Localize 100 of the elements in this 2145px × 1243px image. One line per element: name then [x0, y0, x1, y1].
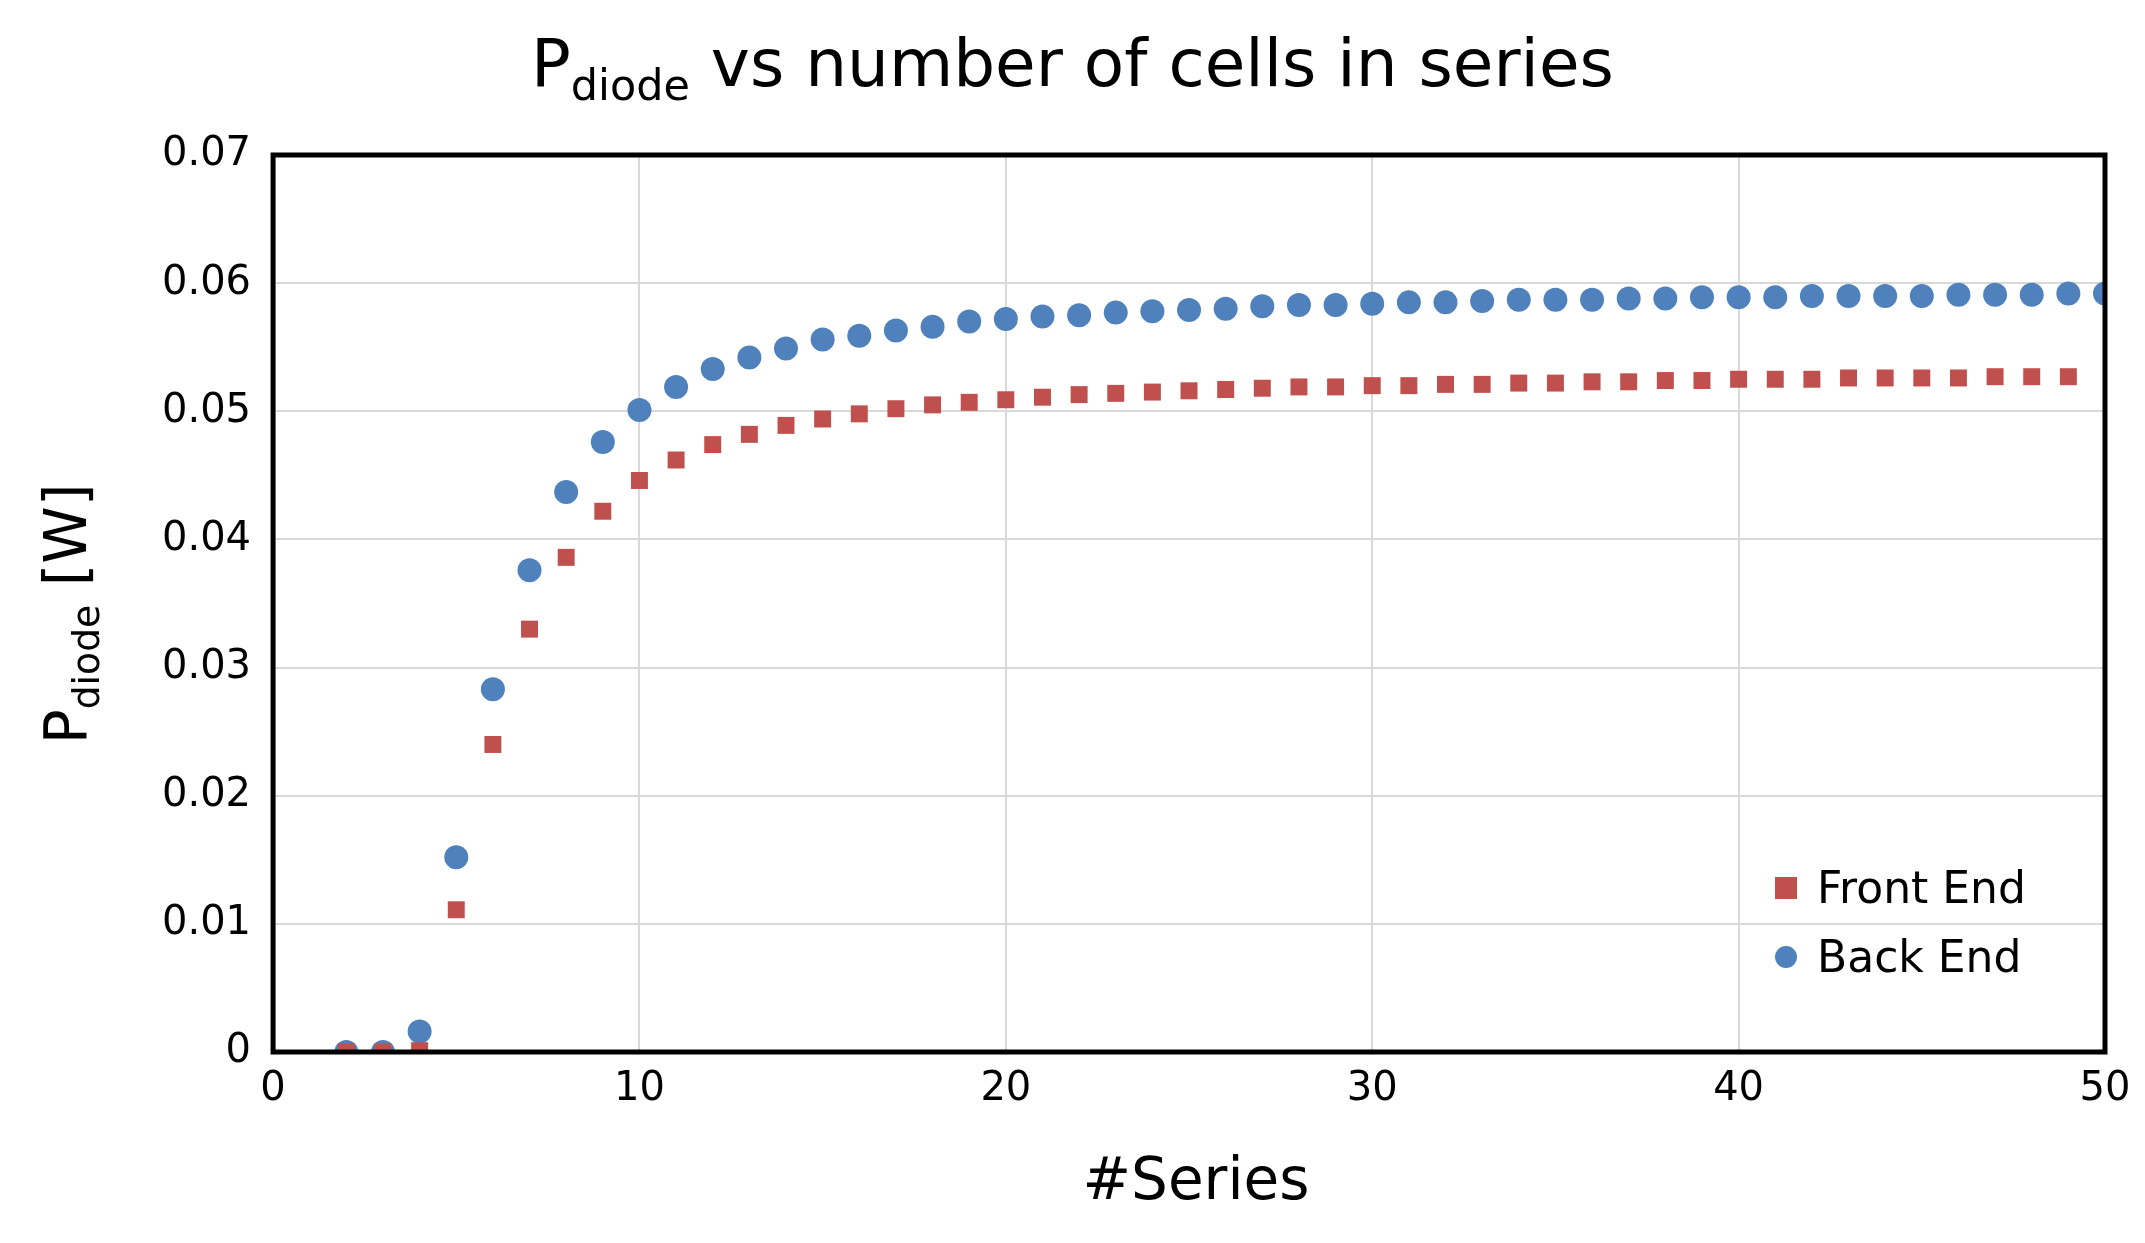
y-tick-label: 0 — [225, 1025, 252, 1072]
point — [1873, 283, 1898, 308]
x-tick-label: 0 — [260, 1063, 286, 1110]
point — [700, 357, 725, 381]
point — [1323, 292, 1348, 317]
point — [407, 1019, 432, 1044]
point — [1363, 377, 1381, 395]
point — [774, 336, 799, 361]
point — [924, 396, 942, 414]
point — [1360, 291, 1385, 316]
point — [1433, 290, 1458, 315]
x-tick-label: 30 — [1346, 1063, 1398, 1110]
y-tick-label: 0.07 — [162, 128, 252, 175]
point — [1949, 369, 1967, 387]
point — [1030, 304, 1055, 329]
point — [814, 410, 832, 428]
x-tick-label: 40 — [1713, 1063, 1765, 1110]
x-tick-label: 20 — [980, 1063, 1032, 1110]
point — [1909, 283, 1934, 308]
point — [1616, 286, 1641, 311]
point — [1693, 372, 1711, 390]
point — [1799, 283, 1824, 308]
point — [444, 845, 469, 870]
point — [667, 451, 685, 469]
point — [1437, 375, 1454, 393]
point — [920, 314, 945, 339]
point — [1543, 287, 1568, 312]
point — [590, 430, 615, 455]
point — [521, 620, 539, 638]
point — [1766, 370, 1784, 388]
point — [2019, 282, 2044, 307]
chart-title: P$_{diode}$ vs number of cells in series — [530, 25, 1615, 111]
point — [664, 374, 689, 399]
point — [704, 436, 722, 454]
point — [1327, 378, 1345, 396]
point — [810, 327, 835, 352]
point — [627, 398, 652, 422]
point — [1689, 285, 1714, 310]
point — [1213, 296, 1238, 321]
point — [1067, 303, 1092, 328]
point — [1103, 300, 1128, 325]
y-tick-label: 0.04 — [162, 512, 252, 559]
point — [1290, 378, 1308, 396]
point — [887, 400, 905, 418]
point — [2023, 368, 2041, 386]
point — [1546, 374, 1564, 392]
y-tick-label: 0.03 — [162, 640, 252, 687]
point — [1946, 282, 1971, 307]
point — [737, 345, 762, 370]
x-tick-label: 10 — [614, 1063, 665, 1110]
point — [447, 901, 465, 919]
point — [1070, 386, 1088, 404]
y-tick-label: 0.02 — [162, 769, 252, 816]
point — [777, 416, 795, 434]
x-axis-title: #Series — [1081, 1145, 1311, 1213]
point — [1396, 290, 1421, 315]
point — [1180, 382, 1198, 400]
point — [1033, 388, 1051, 406]
point — [630, 472, 648, 489]
point — [1253, 379, 1271, 397]
point — [1763, 285, 1788, 310]
point — [1140, 299, 1165, 324]
point — [2059, 368, 2077, 386]
y-tick-label: 0.01 — [162, 897, 252, 944]
point — [1836, 283, 1861, 308]
point — [1583, 373, 1601, 391]
point — [594, 502, 612, 520]
point — [1653, 286, 1678, 311]
point — [1107, 384, 1125, 402]
y-tick-label: 0.06 — [162, 256, 252, 303]
point — [517, 558, 542, 583]
point — [557, 548, 575, 566]
point — [1656, 372, 1674, 390]
point — [1726, 285, 1751, 310]
point — [1177, 298, 1202, 323]
x-tick-label: 50 — [2079, 1063, 2131, 1110]
point — [1510, 374, 1528, 392]
point — [850, 405, 868, 423]
y-tick-label: 0.05 — [162, 384, 252, 431]
point — [1250, 294, 1275, 319]
point — [1620, 373, 1638, 391]
point — [1473, 375, 1491, 393]
point — [1730, 370, 1748, 388]
point — [847, 323, 872, 348]
point — [484, 735, 502, 753]
point — [1143, 383, 1161, 401]
point — [1506, 287, 1531, 312]
point — [960, 393, 978, 411]
point — [1286, 292, 1311, 317]
point — [740, 425, 758, 443]
legend-label: Back End — [1817, 931, 2022, 982]
point — [883, 318, 908, 343]
point — [554, 480, 579, 505]
point — [1580, 287, 1605, 312]
point — [1840, 369, 1858, 387]
point — [1803, 370, 1821, 388]
point — [1400, 377, 1418, 395]
point — [997, 391, 1015, 409]
point — [1470, 289, 1495, 314]
legend-label: Front End — [1817, 862, 2026, 913]
